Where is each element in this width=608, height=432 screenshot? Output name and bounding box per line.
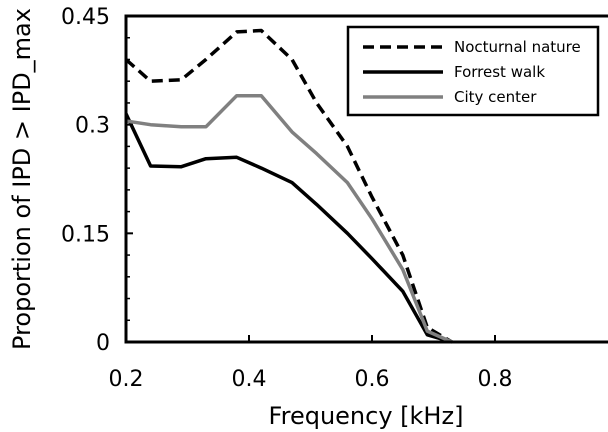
- series-line-1: [124, 113, 453, 344]
- y-axis-label: Proportion of IPD > IPD_max: [8, 8, 36, 350]
- x-tick-label: 0.4: [232, 367, 267, 392]
- legend-label: Forrest walk: [454, 63, 545, 81]
- legend: Nocturnal nature Forrest walk City center: [346, 25, 600, 117]
- y-tick-label: 0: [96, 331, 110, 356]
- y-tick-label: 0.3: [75, 114, 110, 139]
- x-axis-label: Frequency [kHz]: [269, 402, 464, 430]
- y-tick-labels: 0 0.15 0.3 0.45: [61, 5, 110, 356]
- series-line-0: [124, 28, 453, 344]
- x-tick-label: 0.2: [109, 367, 144, 392]
- y-tick-label: 0.45: [61, 5, 110, 30]
- y-tick-label: 0.15: [61, 222, 110, 247]
- legend-label: Nocturnal nature: [454, 38, 581, 56]
- x-tick-labels: 0.20.40.60.81: [109, 367, 513, 392]
- plot-frame: [124, 14, 608, 344]
- legend-label: City center: [454, 88, 537, 106]
- series-line-2: [125, 93, 453, 344]
- x-tick-label: 0.8: [478, 367, 513, 392]
- x-tick-label: 0.6: [355, 367, 390, 392]
- series-lines: [124, 28, 453, 344]
